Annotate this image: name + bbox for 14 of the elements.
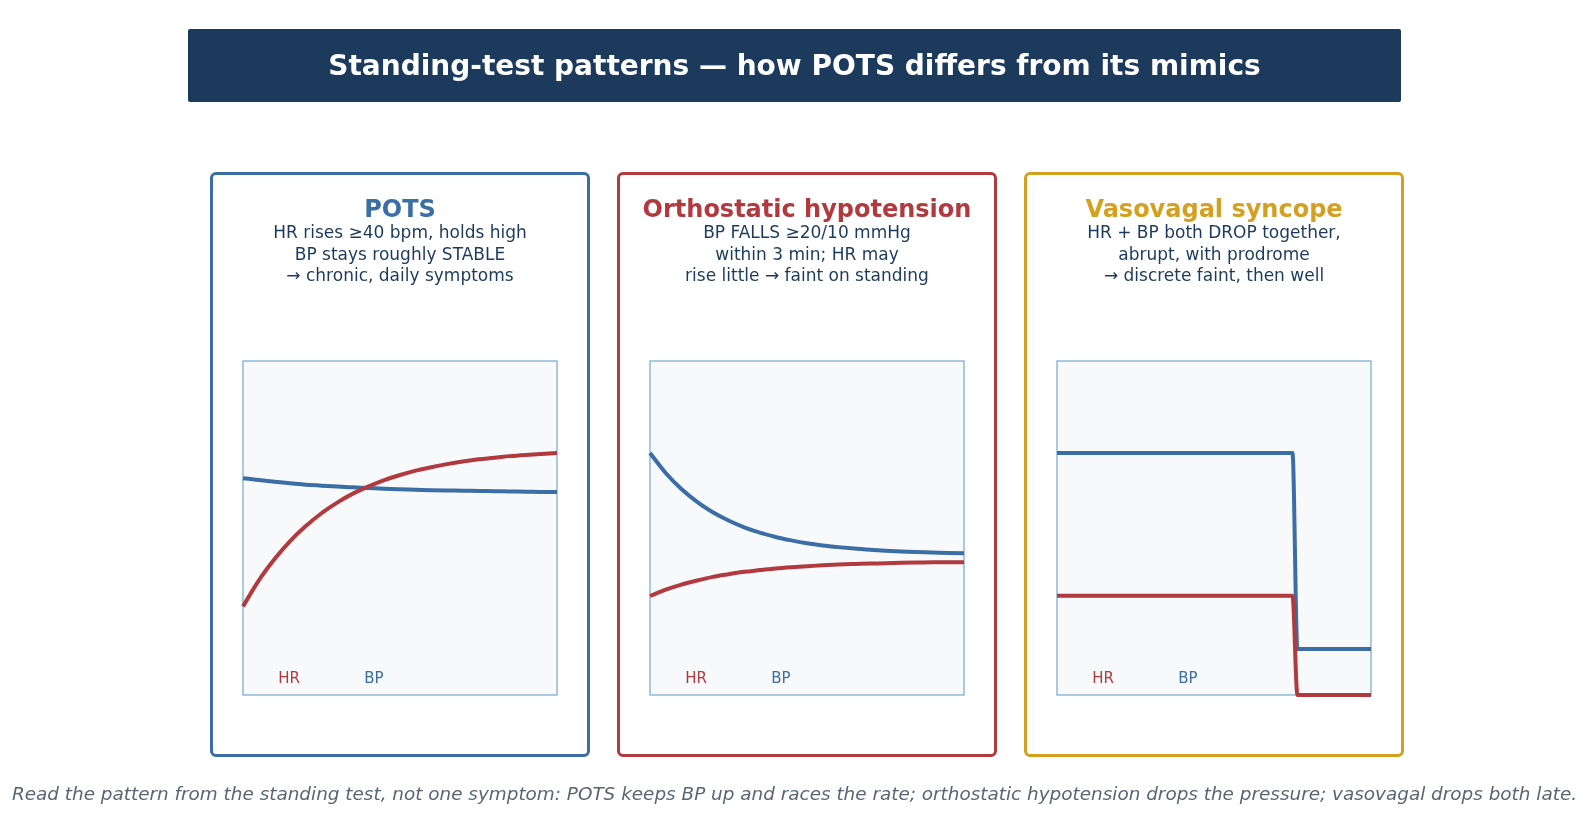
text: Read the pattern from the standing test, not one symptom: POTS keeps BP up and races the rate; orthostatic hypotension drops the pressure; vasovagal drops both late. (10, 783, 1579, 805)
chart-subtitle: HR rises ≥40 bpm, holds high BP stays roughly STABLE → chronic, daily symptoms (272, 222, 528, 287)
text: BP (771, 668, 791, 687)
text: BP (364, 668, 384, 687)
chart-title: POTS (363, 194, 437, 224)
chart-title: Orthostatic hypotension (641, 194, 973, 224)
chart-subtitle: HR + BP both DROP together, abrupt, with prodrome → discrete faint, then well (1086, 222, 1342, 287)
text: BP (1178, 668, 1198, 687)
text: Standing-test patterns — how POTS differs from its mimics (188, 29, 1401, 102)
text: HR (1092, 668, 1114, 687)
chart-title: Vasovagal syncope (1084, 194, 1344, 224)
text: HR (278, 668, 300, 687)
chart-subtitle: BP FALLS ≥20/10 mmHg within 3 min; HR may rise little → faint on standing (684, 222, 930, 287)
text: HR (685, 668, 707, 687)
